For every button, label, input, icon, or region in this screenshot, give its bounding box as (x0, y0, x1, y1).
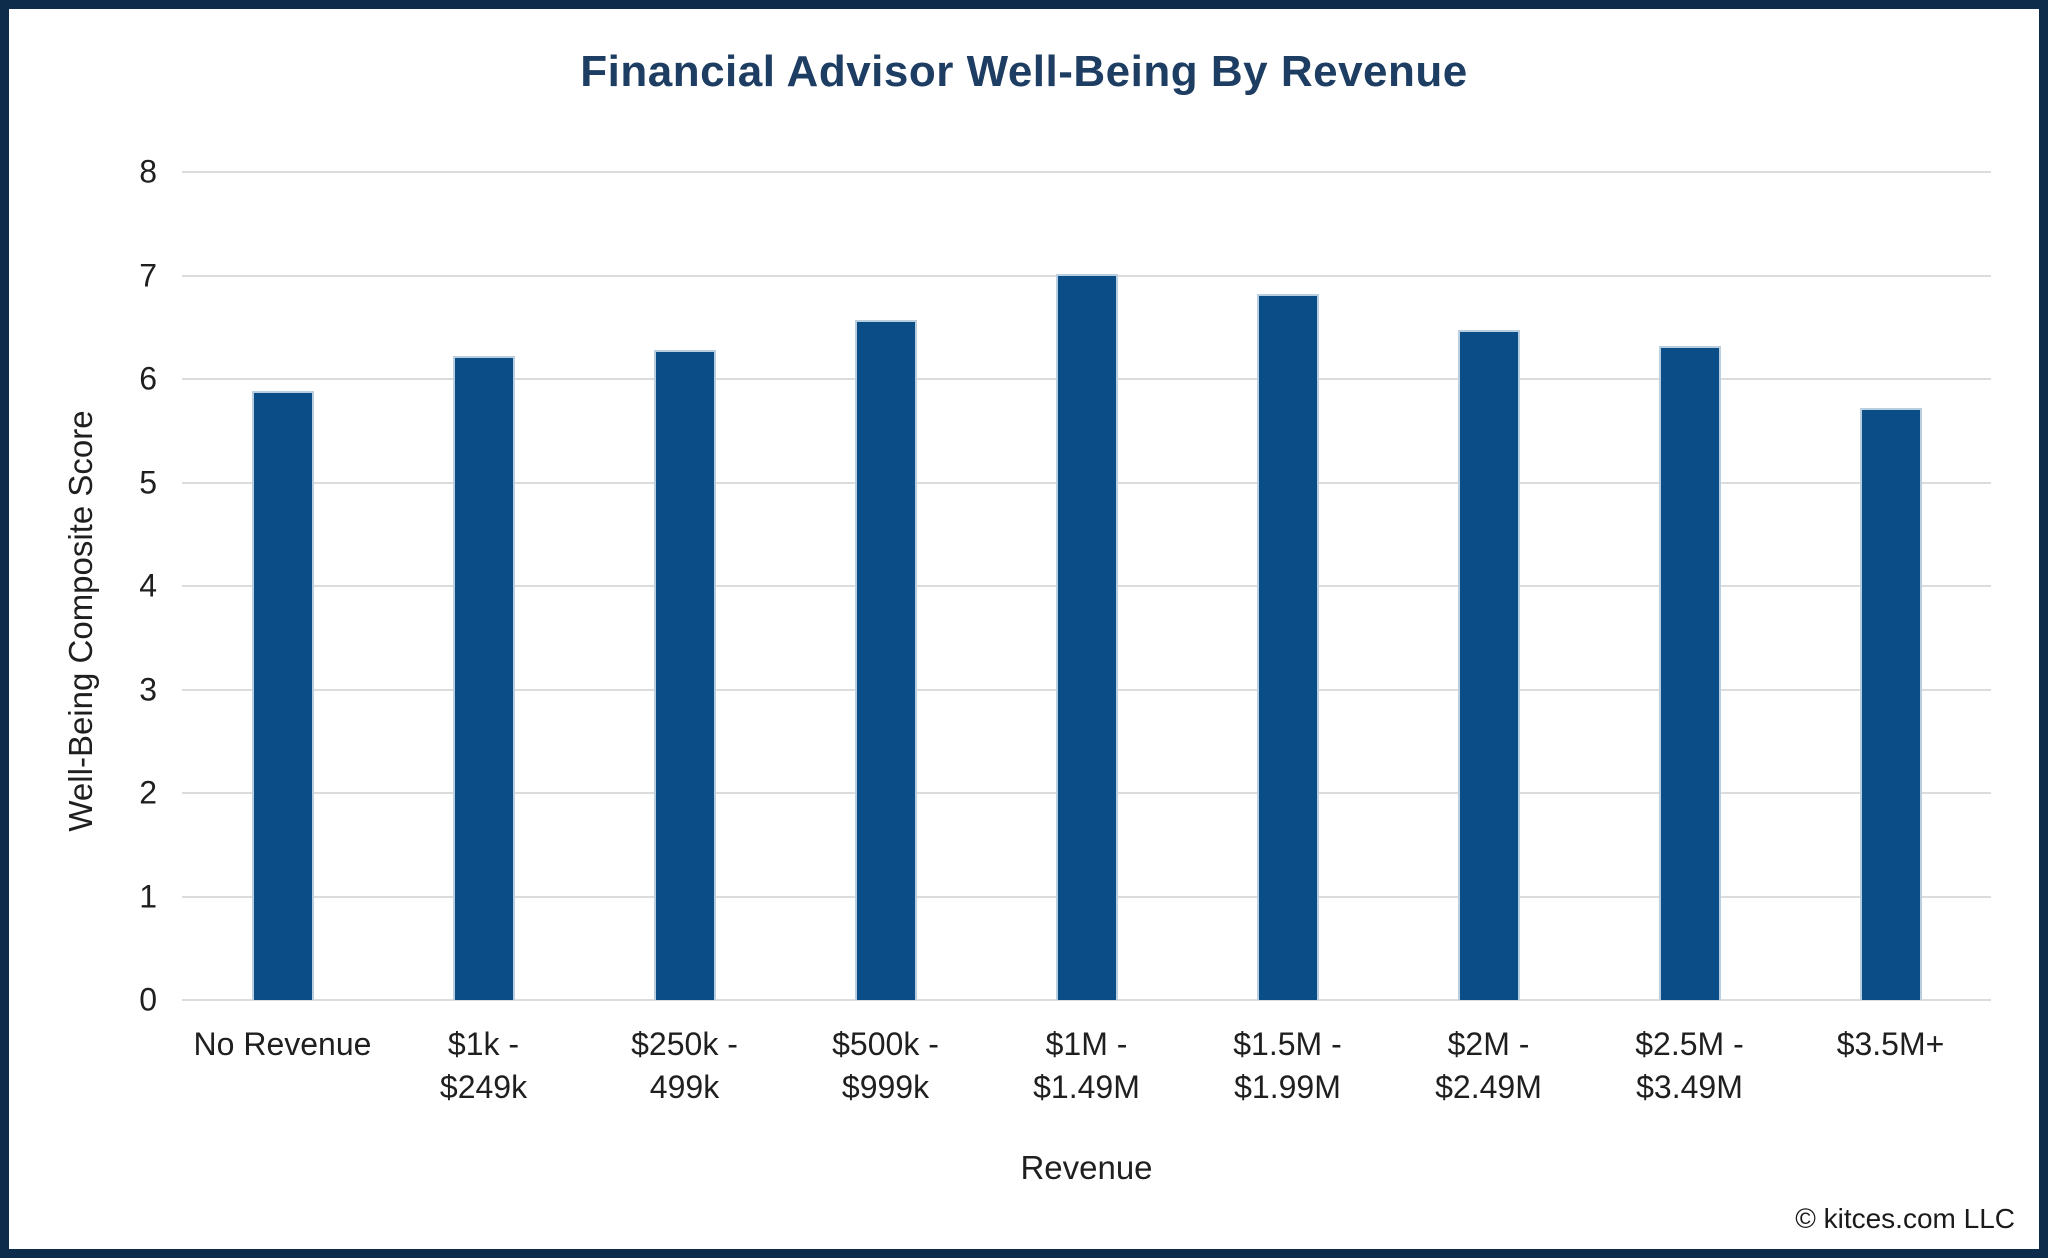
y-axis: 8 7 6 5 4 3 2 1 0 (9, 154, 157, 1018)
bar-column (1388, 172, 1589, 1000)
gridline (182, 171, 1991, 173)
bar-1k-249k (452, 356, 515, 1000)
bar-column (986, 172, 1187, 1000)
gridline (182, 999, 1991, 1001)
x-tick-label: $250k - 499k (631, 1026, 738, 1106)
x-tick-label: $1.5M - $1.99M (1233, 1026, 1342, 1106)
plot-area (182, 171, 1991, 1001)
x-axis-title: Revenue (1020, 1149, 1153, 1186)
y-tick-label: 7 (139, 257, 157, 293)
y-tick-label: 8 (139, 153, 157, 190)
x-tick-label: $3.5M+ (1836, 1026, 1945, 1062)
y-tick-label: 1 (139, 878, 157, 914)
bars-layer (182, 172, 1991, 1000)
chart-title: Financial Advisor Well-Being By Revenue (580, 47, 1468, 96)
bar-1m-1.49m (1055, 274, 1118, 1000)
bar-250k-499k (653, 350, 716, 1000)
y-tick-label: 0 (139, 981, 157, 1018)
bar-column (1589, 172, 1790, 1000)
bar-column (1790, 172, 1991, 1000)
y-axis-title: Well-Being Composite Score (62, 410, 99, 832)
y-tick-label: 3 (139, 671, 157, 707)
x-tick-label: No Revenue (193, 1026, 372, 1062)
bar-column (182, 172, 383, 1000)
copyright-text: © kitces.com LLC (1795, 1203, 2015, 1234)
bar-column (584, 172, 785, 1000)
bar-column (785, 172, 986, 1000)
bar-column (1187, 172, 1388, 1000)
x-tick-label: $500k - $999k (832, 1026, 939, 1106)
x-tick-label: $2M - $2.49M (1435, 1026, 1542, 1106)
y-tick-label: 5 (139, 464, 157, 500)
bar-2m-2.49m (1457, 330, 1520, 1000)
bar-500k-999k (854, 320, 917, 1000)
x-tick-label: $2.5M - $3.49M (1635, 1026, 1744, 1106)
y-tick-label: 2 (139, 774, 157, 811)
bar-1.5m-1.99m (1256, 294, 1319, 1000)
bar-no-revenue (251, 391, 314, 1000)
bar-2.5m-3.49m (1658, 345, 1721, 1000)
bar-column (383, 172, 584, 1000)
x-tick-label: $1k - $249k (439, 1026, 528, 1106)
x-axis: No Revenue $1k - $249k $250k - 499k $500… (182, 1023, 1991, 1109)
y-tick-label: 4 (139, 567, 157, 604)
y-tick-label: 6 (139, 360, 157, 397)
x-tick-label: $1M - $1.49M (1033, 1026, 1140, 1106)
bar-3.5m-plus (1859, 407, 1922, 1000)
